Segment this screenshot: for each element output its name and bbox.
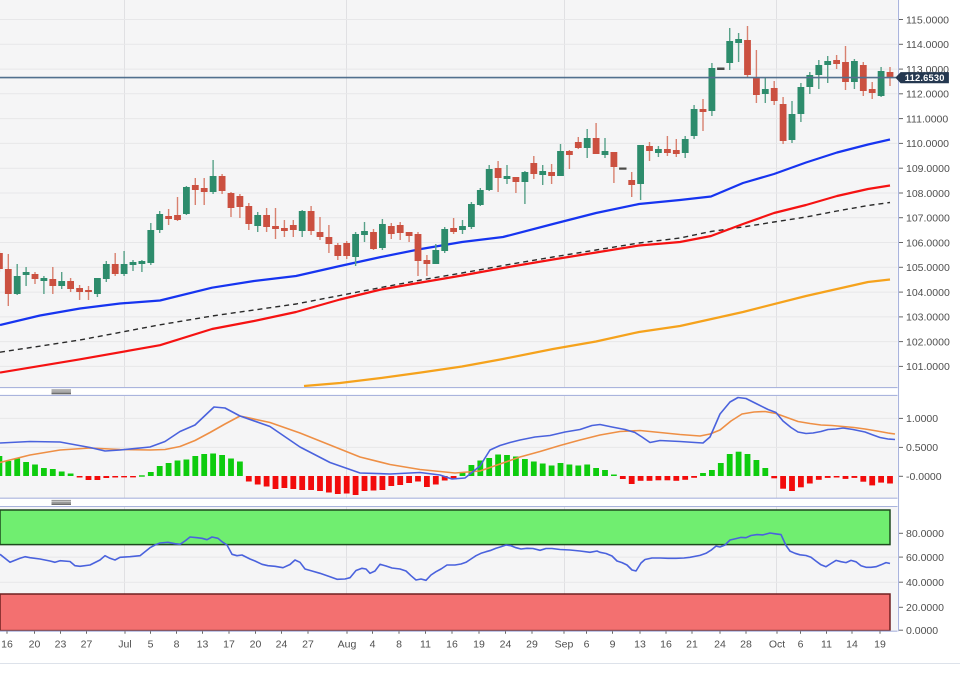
svg-text:11: 11 xyxy=(821,639,832,651)
svg-text:112.0000: 112.0000 xyxy=(906,89,949,101)
svg-text:4: 4 xyxy=(370,639,376,651)
svg-text:13: 13 xyxy=(634,639,646,651)
svg-text:Sep: Sep xyxy=(555,639,574,651)
svg-text:105.0000: 105.0000 xyxy=(906,262,950,274)
svg-text:24: 24 xyxy=(714,639,726,651)
svg-text:104.0000: 104.0000 xyxy=(906,287,950,299)
svg-text:60.0000: 60.0000 xyxy=(906,552,944,564)
svg-text:Oct: Oct xyxy=(769,639,785,651)
svg-text:11: 11 xyxy=(420,639,431,651)
svg-text:16: 16 xyxy=(660,639,672,651)
svg-text:16: 16 xyxy=(446,639,458,651)
svg-text:27: 27 xyxy=(302,639,314,651)
svg-text:114.0000: 114.0000 xyxy=(906,39,949,51)
svg-text:24: 24 xyxy=(276,639,288,651)
svg-text:Jul: Jul xyxy=(118,639,131,651)
svg-text:14: 14 xyxy=(846,639,858,651)
svg-text:1.0000: 1.0000 xyxy=(906,413,938,425)
svg-text:21: 21 xyxy=(686,639,698,651)
svg-text:8: 8 xyxy=(174,639,180,651)
svg-text:5: 5 xyxy=(148,639,154,651)
svg-text:8: 8 xyxy=(396,639,402,651)
svg-text:20.0000: 20.0000 xyxy=(906,602,944,614)
svg-text:115.0000: 115.0000 xyxy=(906,14,949,26)
svg-text:27: 27 xyxy=(81,639,93,651)
svg-text:9: 9 xyxy=(610,639,616,651)
svg-text:107.0000: 107.0000 xyxy=(906,213,950,225)
svg-text:28: 28 xyxy=(740,639,752,651)
svg-text:110.0000: 110.0000 xyxy=(906,138,949,150)
svg-text:111.0000: 111.0000 xyxy=(906,113,948,125)
svg-text:29: 29 xyxy=(526,639,538,651)
svg-text:103.0000: 103.0000 xyxy=(906,312,950,324)
svg-text:0.0000: 0.0000 xyxy=(906,625,938,637)
svg-text:24: 24 xyxy=(500,639,512,651)
svg-text:23: 23 xyxy=(55,639,67,651)
svg-text:101.0000: 101.0000 xyxy=(906,361,950,373)
svg-text:13: 13 xyxy=(197,639,209,651)
svg-text:102.0000: 102.0000 xyxy=(906,336,950,348)
svg-text:17: 17 xyxy=(223,639,235,651)
svg-text:80.0000: 80.0000 xyxy=(906,528,944,540)
svg-text:19: 19 xyxy=(473,639,485,651)
svg-text:0.5000: 0.5000 xyxy=(906,442,938,454)
svg-text:40.0000: 40.0000 xyxy=(906,577,944,589)
svg-text:19: 19 xyxy=(874,639,886,651)
svg-text:6: 6 xyxy=(798,639,804,651)
svg-text:20: 20 xyxy=(250,639,262,651)
svg-text:109.0000: 109.0000 xyxy=(906,163,950,175)
svg-text:6: 6 xyxy=(584,639,590,651)
svg-text:106.0000: 106.0000 xyxy=(906,237,950,249)
svg-text:Aug: Aug xyxy=(338,639,357,651)
svg-text:108.0000: 108.0000 xyxy=(906,188,950,200)
svg-text:20: 20 xyxy=(29,639,41,651)
svg-text:112.6530: 112.6530 xyxy=(905,73,945,83)
svg-text:16: 16 xyxy=(1,639,13,651)
svg-text:-0.0000: -0.0000 xyxy=(906,471,942,483)
